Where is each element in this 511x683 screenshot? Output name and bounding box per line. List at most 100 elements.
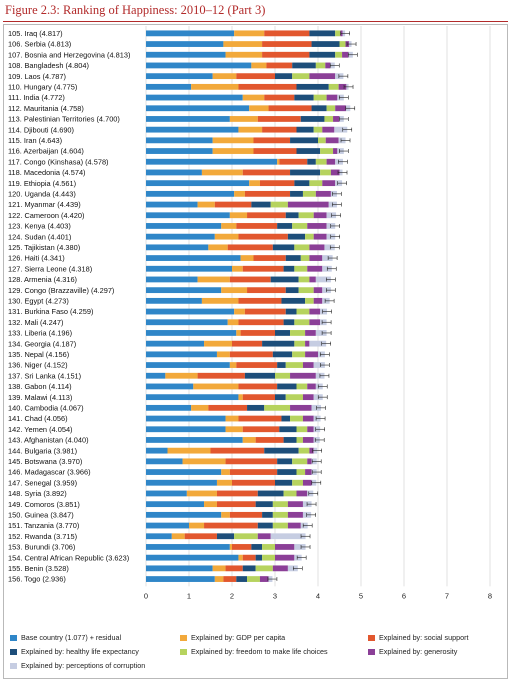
error-bar <box>337 170 348 175</box>
bar-segment-generosity <box>309 276 316 283</box>
legend-swatch-residual <box>10 635 17 641</box>
bar-segment-freedom <box>234 533 258 540</box>
row-label: 106. Serbia (4.813) <box>8 40 71 49</box>
bar-segment-gdp <box>277 158 280 165</box>
bar-segment-social_support <box>238 383 278 390</box>
bar-segment-social_support <box>262 51 310 58</box>
bar-segment-residual <box>146 105 250 112</box>
bar-segment-generosity <box>325 137 339 144</box>
bar-segment-social_support <box>236 73 275 80</box>
bar-segment-freedom <box>328 83 339 90</box>
bar-segment-life_expectancy <box>285 212 299 219</box>
error-bar <box>311 470 322 475</box>
bar-segment-freedom <box>275 372 291 379</box>
bar-segment-social_support <box>214 201 252 208</box>
bar-segment-freedom <box>285 394 303 401</box>
bar-segment-gdp <box>165 372 198 379</box>
bar-segment-life_expectancy <box>285 287 299 294</box>
bar-segment-social_support <box>229 276 271 283</box>
bar-segment-generosity <box>309 308 321 315</box>
row-label: 125. Tajikistan (4.380) <box>8 243 80 252</box>
bar-segment-freedom <box>313 94 327 101</box>
error-bar <box>296 555 307 560</box>
bar-segment-residual <box>146 201 198 208</box>
bar-segment-generosity <box>302 479 312 486</box>
legend-item-freedom: Explained by: freedom to make life choic… <box>180 647 328 656</box>
bar-segment-freedom <box>292 479 303 486</box>
bar-segment-residual <box>146 340 205 347</box>
bar-segment-life_expectancy <box>272 244 295 251</box>
bar-segment-generosity <box>302 394 314 401</box>
bar-segment-life_expectancy <box>283 437 297 443</box>
bar-segment-social_support <box>238 297 282 304</box>
bar-segment-social_support <box>257 116 301 122</box>
bar-segment-life_expectancy <box>236 576 248 582</box>
bar-segment-freedom <box>264 404 291 411</box>
legend-label-residual: Base country (1.077) + residual <box>21 633 122 642</box>
bar-segment-residual <box>146 126 239 133</box>
x-tick-label: 7 <box>445 591 449 600</box>
row-label: 130. Egypt (4.273) <box>8 296 69 305</box>
bar-segment-generosity <box>302 415 314 422</box>
bar-segment-life_expectancy <box>296 148 321 154</box>
bar-segment-residual <box>146 73 213 80</box>
row-label: 155. Benin (3.528) <box>8 564 69 573</box>
bar-segment-life_expectancy <box>255 501 273 508</box>
bar-segment-gdp <box>214 576 224 582</box>
bar-segment-corruption <box>313 362 325 368</box>
row-label: 118. Macedonia (4.574) <box>8 168 86 177</box>
bar-segment-social_support <box>236 223 278 229</box>
error-bar <box>329 245 340 250</box>
bar-segment-freedom <box>247 576 260 582</box>
error-bar <box>306 502 317 507</box>
bar-segment-residual <box>146 458 183 465</box>
bar-segment-residual <box>146 383 194 390</box>
legend-swatch-social-support <box>368 635 375 641</box>
error-bar <box>338 116 349 121</box>
bar-segment-generosity <box>309 244 325 251</box>
error-bar <box>315 416 326 421</box>
bar-segment-freedom <box>270 201 288 208</box>
bar-segment-life_expectancy <box>242 565 256 572</box>
bar-segment-residual <box>146 522 189 529</box>
bar-segment-generosity <box>333 148 338 154</box>
bar-segment-social_support <box>242 426 280 433</box>
bar-segment-freedom <box>292 351 306 358</box>
bar-segment-residual <box>146 276 198 283</box>
error-bar <box>320 363 330 368</box>
bar-segment-generosity <box>305 351 318 358</box>
bar-segment-generosity <box>309 319 321 326</box>
error-bar <box>330 223 341 228</box>
row-label: 149. Comoros (3.851) <box>8 500 80 509</box>
bar-segment-freedom <box>292 73 310 80</box>
bar-segment-social_support <box>253 255 286 261</box>
error-bar <box>326 277 336 282</box>
bar-segment-gdp <box>171 533 185 540</box>
legend-swatch-corruption <box>10 663 17 669</box>
bar-segment-gdp <box>191 404 209 411</box>
bar-segment-freedom <box>262 554 275 561</box>
row-label: 127. Sierra Leone (4.318) <box>8 264 92 273</box>
bar-segment-freedom <box>309 180 323 187</box>
bar-segment-generosity <box>315 190 331 197</box>
bar-segment-residual <box>146 233 215 240</box>
error-bar <box>343 84 354 89</box>
bar-segment-life_expectancy <box>309 30 336 37</box>
bar-segment-gdp <box>242 94 265 101</box>
row-label: 114. Djibouti (4.690) <box>8 125 74 134</box>
bar-segment-generosity <box>330 169 340 176</box>
x-tick-label: 4 <box>316 591 320 600</box>
bar-segment-generosity <box>305 469 312 475</box>
bar-segment-residual <box>146 447 168 454</box>
bar-segment-social_support <box>238 233 288 240</box>
bar-segment-life_expectancy <box>275 73 293 80</box>
bar-segment-gdp <box>238 394 243 401</box>
row-labels: 105. Iraq (4.817) 106. Serbia (4.813)107.… <box>8 29 130 584</box>
error-bar <box>312 448 322 453</box>
bar-segment-generosity <box>287 522 301 529</box>
bar-segment-gdp <box>204 501 217 508</box>
legend-swatch-generosity <box>368 649 375 655</box>
bar-segment-social_support <box>227 244 273 251</box>
x-tick-label: 6 <box>402 591 406 600</box>
bar-segment-life_expectancy <box>262 340 295 347</box>
